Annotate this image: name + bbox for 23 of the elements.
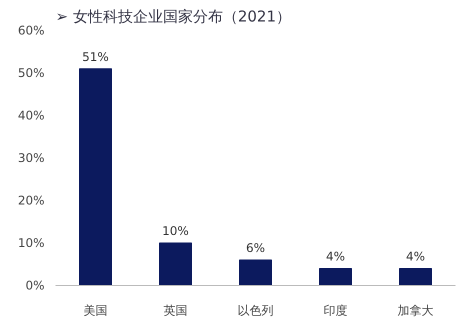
data-label: 10% [162, 224, 189, 238]
bar [79, 68, 112, 286]
bar [239, 260, 272, 286]
bar [319, 268, 352, 286]
data-label: 51% [82, 50, 109, 64]
y-tick-label: 40% [18, 108, 44, 122]
data-label: 4% [406, 250, 426, 264]
y-tick-label: 60% [18, 24, 44, 38]
bar [399, 268, 432, 286]
y-tick-label: 0% [25, 278, 45, 292]
y-tick-label: 10% [18, 236, 44, 250]
y-tick-label: 20% [18, 194, 44, 208]
chart-title: ➢ 女性科技企业国家分布（2021） [56, 8, 292, 26]
bar [159, 242, 192, 286]
x-tick-label: 美国 [84, 304, 108, 318]
data-label: 6% [246, 241, 266, 255]
y-tick-label: 30% [18, 151, 44, 165]
data-label: 4% [326, 250, 346, 264]
x-tick-label: 印度 [324, 304, 348, 318]
x-tick-label: 以色列 [238, 304, 274, 318]
x-tick-label: 英国 [164, 304, 188, 318]
x-tick-label: 加拿大 [398, 304, 434, 318]
y-tick-label: 50% [18, 66, 44, 80]
